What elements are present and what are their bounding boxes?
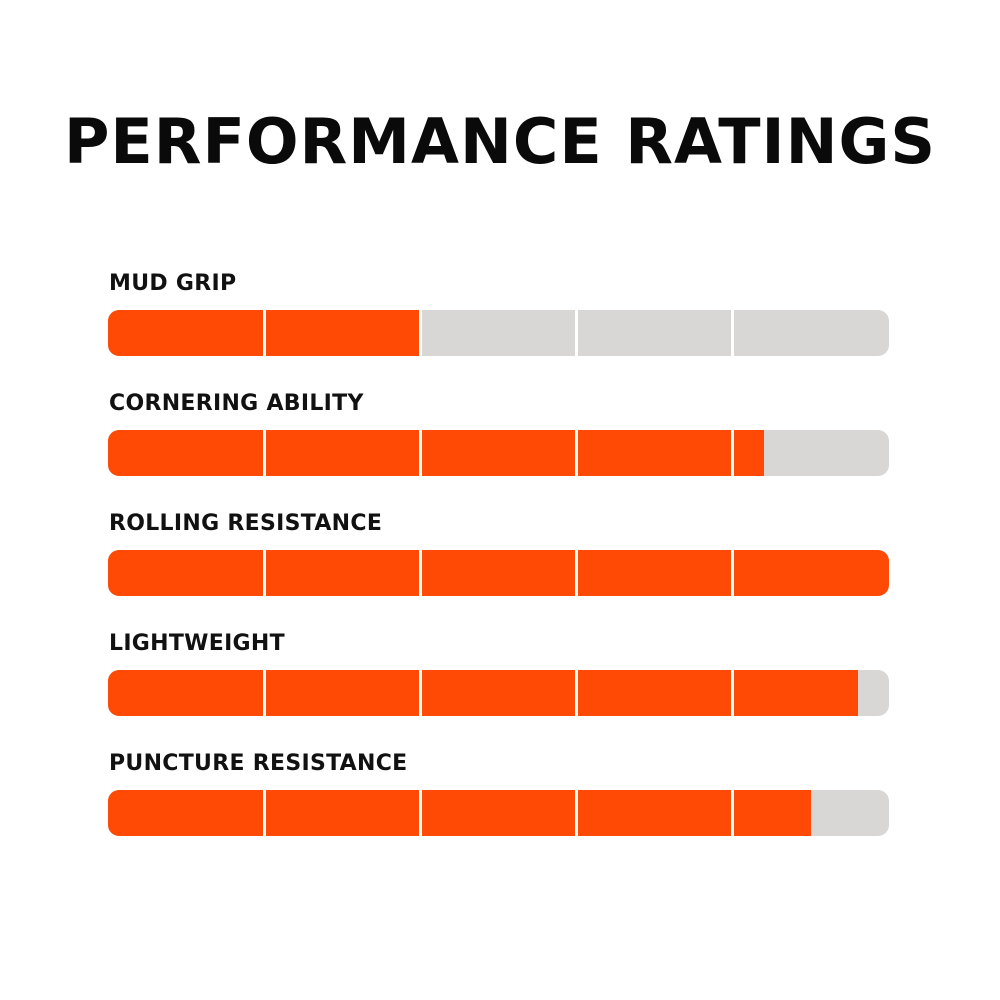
- rating-label: ROLLING RESISTANCE: [109, 511, 383, 536]
- segment-divider: [575, 430, 579, 476]
- rating-bar-fill: [108, 550, 889, 596]
- segment-divider: [575, 550, 579, 596]
- rating-bar-track: [108, 790, 889, 836]
- page-title: PERFORMANCE RATINGS: [63, 105, 937, 178]
- rating-bar-fill: [108, 430, 765, 476]
- segment-divider: [418, 310, 422, 356]
- rating-label: CORNERING ABILITY: [109, 391, 364, 416]
- rating-bar-fill: [108, 790, 811, 836]
- segment-divider: [731, 310, 735, 356]
- segment-divider: [731, 430, 735, 476]
- rating-bar-track: [108, 550, 889, 596]
- segment-divider: [731, 670, 735, 716]
- rating-label: LIGHTWEIGHT: [109, 631, 285, 656]
- segment-divider: [575, 790, 579, 836]
- segment-divider: [575, 310, 579, 356]
- segment-divider: [262, 790, 266, 836]
- segment-divider: [262, 670, 266, 716]
- segment-divider: [731, 550, 735, 596]
- rating-bar-track: [108, 670, 889, 716]
- segment-divider: [262, 550, 266, 596]
- rating-label: PUNCTURE RESISTANCE: [109, 751, 408, 776]
- rating-bar-track: [108, 430, 889, 476]
- segment-divider: [731, 790, 735, 836]
- segment-divider: [418, 670, 422, 716]
- segment-divider: [418, 430, 422, 476]
- segment-divider: [418, 790, 422, 836]
- rating-bar-track: [108, 310, 889, 356]
- segment-divider: [262, 310, 266, 356]
- rating-label: MUD GRIP: [109, 271, 237, 296]
- segment-divider: [262, 430, 266, 476]
- segment-divider: [575, 670, 579, 716]
- segment-divider: [418, 550, 422, 596]
- rating-bar-fill: [108, 670, 858, 716]
